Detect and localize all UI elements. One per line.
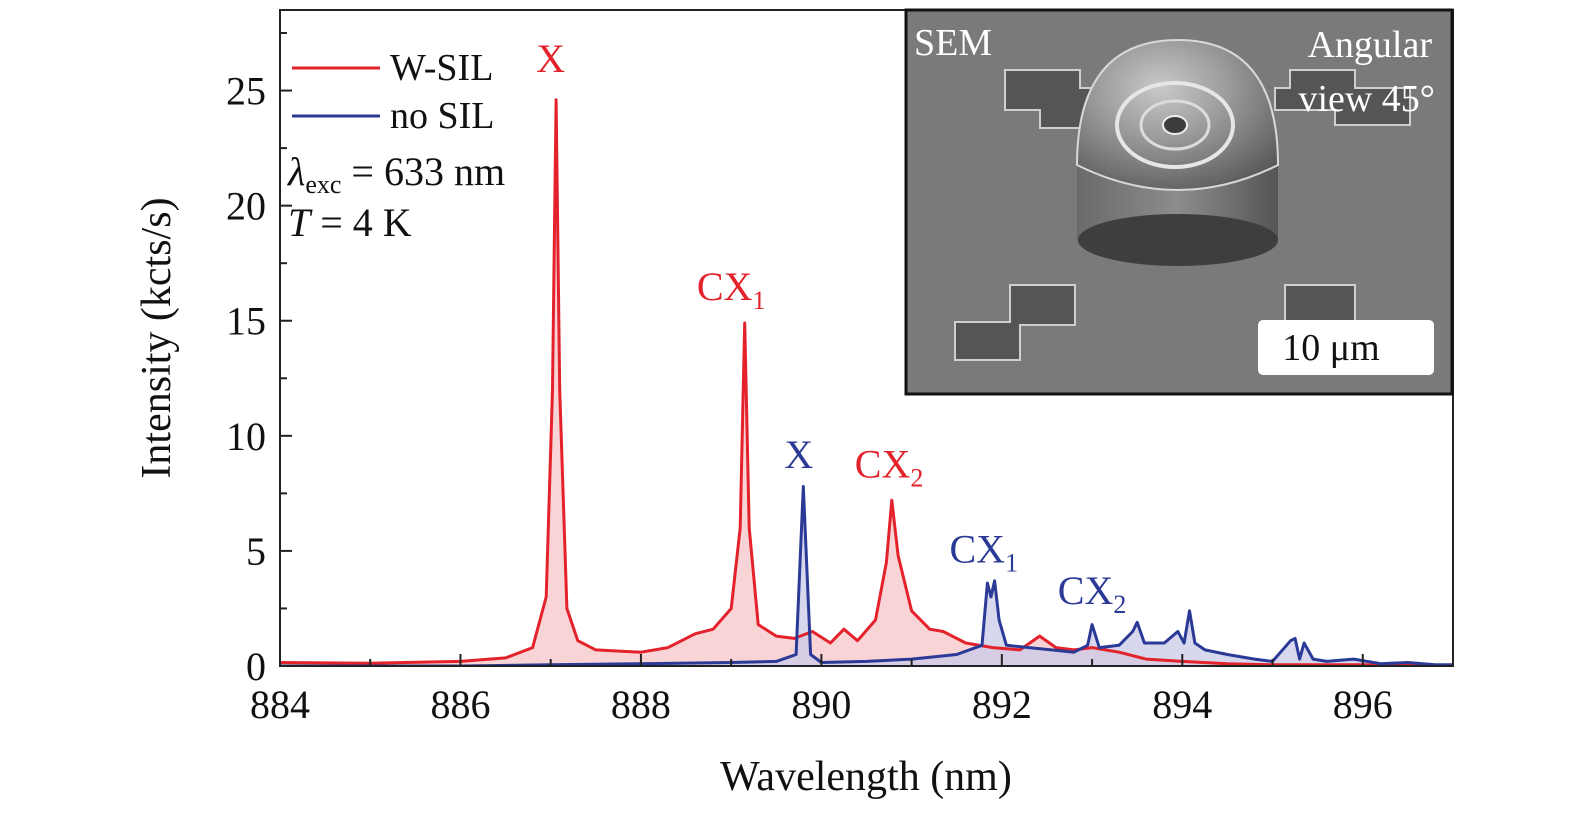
y-tick-label-5: 5 [246, 529, 266, 574]
peak-label-2: X [784, 432, 813, 477]
temperature: T = 4 K [288, 200, 412, 245]
series-line-w-sil [280, 98, 1453, 666]
scalebar-label: 10 μm [1282, 327, 1379, 369]
y-tick-label-10: 10 [226, 414, 266, 459]
y-tick-label-20: 20 [226, 184, 266, 229]
series-layer [280, 98, 1453, 666]
legend: W-SIL no SIL [292, 47, 495, 137]
sem-inset: SEM Angular view 45° 10 μm [904, 8, 1454, 396]
series-line-no-sil [280, 485, 1453, 666]
angular-view-label-line1: Angular [1307, 24, 1432, 66]
x-tick-label-892: 892 [972, 682, 1032, 727]
peak-label-4: CX1 [950, 526, 1019, 577]
y-tick-label-25: 25 [226, 69, 266, 114]
peak-label-3: CX2 [855, 441, 924, 492]
x-tick-label-890: 890 [791, 682, 851, 727]
axis-ticks: 884 886 888 890 892 894 896 0 5 10 15 20 25 [226, 32, 1393, 727]
sem-label: SEM [914, 22, 992, 64]
y-tick-label-15: 15 [226, 299, 266, 344]
scalebar-box [1258, 320, 1434, 375]
x-tick-label-884: 884 [250, 682, 310, 727]
measurement-conditions: λexc = 633 nm T = 4 K [287, 149, 505, 245]
angular-view-label-line2: view 45° [1298, 78, 1435, 120]
x-tick-label-894: 894 [1152, 682, 1212, 727]
peak-label-1: CX1 [697, 264, 766, 315]
excitation-wavelength: λexc = 633 nm [287, 149, 505, 199]
y-tick-label-0: 0 [246, 644, 266, 689]
y-axis-title: Intensity (kcts/s) [134, 197, 180, 478]
x-tick-label-896: 896 [1333, 682, 1393, 727]
legend-label-w-sil: W-SIL [390, 47, 493, 89]
x-tick-label-888: 888 [611, 682, 671, 727]
peak-label-0: X [536, 36, 565, 81]
peak-annotations: X CX1 X CX2 CX1 CX2 [536, 36, 1126, 619]
x-tick-label-886: 886 [430, 682, 490, 727]
legend-label-no-sil: no SIL [390, 95, 495, 137]
peak-label-5: CX2 [1058, 568, 1127, 619]
x-axis-title: Wavelength (nm) [720, 754, 1012, 800]
